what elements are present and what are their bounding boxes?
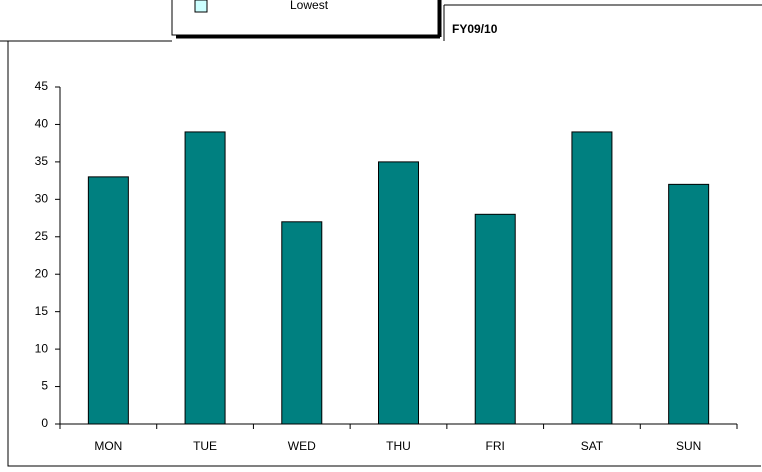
- bar: [184, 131, 226, 425]
- y-tick-label: 40: [35, 117, 49, 131]
- y-tick-label: 0: [41, 416, 48, 430]
- bar: [474, 213, 516, 425]
- x-tick-label: WED: [288, 439, 316, 453]
- y-tick-label: 35: [35, 154, 49, 168]
- y-tick-label: 15: [35, 304, 49, 318]
- bar: [378, 161, 419, 425]
- y-tick-label: 25: [35, 229, 49, 243]
- chart-frame: [0, 40, 761, 467]
- y-tick-label: 5: [41, 379, 48, 393]
- x-tick-label: SUN: [676, 439, 701, 453]
- x-tick-label: MON: [94, 439, 122, 453]
- x-tick-label: THU: [386, 439, 411, 453]
- legend-label: Lowest: [290, 0, 329, 12]
- y-tick-label: 30: [35, 192, 49, 206]
- bar: [668, 183, 710, 425]
- y-tick-label: 10: [35, 341, 49, 355]
- bar: [281, 221, 323, 425]
- chart-title: FY09/10: [452, 22, 498, 36]
- y-tick-label: 20: [35, 266, 49, 280]
- x-tick-label: SAT: [581, 439, 604, 453]
- bar: [87, 176, 129, 425]
- legend-box: [171, 0, 439, 36]
- legend-swatch: [194, 0, 208, 13]
- x-tick-label: TUE: [193, 439, 217, 453]
- x-tick-label: FRI: [486, 439, 505, 453]
- y-tick-label: 45: [35, 79, 49, 93]
- bar: [571, 131, 613, 425]
